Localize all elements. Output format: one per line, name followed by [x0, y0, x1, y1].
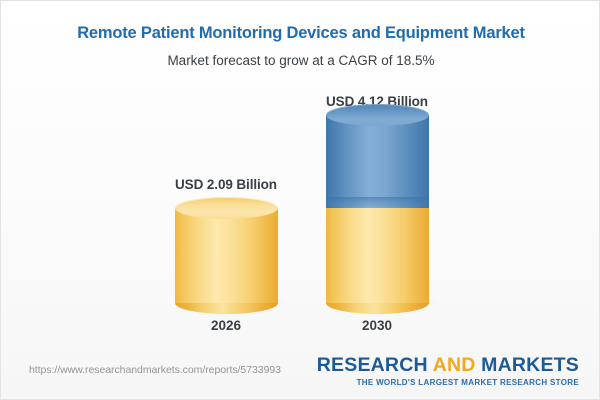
- chart-subtitle: Market forecast to grow at a CAGR of 18.…: [167, 53, 435, 68]
- bar-segment-growth-2030: [326, 115, 429, 208]
- logo-tagline: THE WORLD'S LARGEST MARKET RESEARCH STOR…: [356, 378, 579, 387]
- bar-segment-base-2030: [326, 208, 429, 303]
- research-and-markets-logo: RESEARCH AND MARKETS THE WORLD'S LARGEST…: [317, 355, 579, 388]
- chart-plot-area: USD 2.09 Billion 2026 USD 4.12 Billion 2…: [1, 86, 599, 341]
- logo-wordmark: RESEARCH AND MARKETS: [317, 355, 579, 376]
- bar-cylinder-2030: [326, 104, 437, 314]
- category-label-2026: 2026: [210, 318, 242, 333]
- page-title: Remote Patient Monitoring Devices and Eq…: [77, 24, 525, 42]
- logo-word-research: RESEARCH: [316, 354, 428, 376]
- bar-segment-seam-2030: [326, 197, 429, 208]
- logo-word-and: AND: [432, 354, 476, 376]
- bar-value-label-2026: USD 2.09 Billion: [175, 177, 277, 192]
- chart-header: Remote Patient Monitoring Devices and Eq…: [1, 1, 599, 70]
- source-url-link[interactable]: https://www.researchandmarkets.com/repor…: [29, 364, 281, 376]
- bar-top-ellipse-2026: [175, 197, 278, 219]
- category-label-2030: 2030: [361, 318, 393, 333]
- chart-footer: https://www.researchandmarkets.com/repor…: [1, 344, 599, 399]
- bar-cylinder-2026: [175, 197, 286, 314]
- bar-group-2030: USD 4.12 Billion 2030: [297, 86, 457, 341]
- bar-top-ellipse-2030: [326, 104, 429, 126]
- bar-group-2026: USD 2.09 Billion 2026: [146, 86, 306, 341]
- logo-word-markets: MARKETS: [481, 354, 579, 376]
- bar-segment-base-2026: [175, 208, 278, 303]
